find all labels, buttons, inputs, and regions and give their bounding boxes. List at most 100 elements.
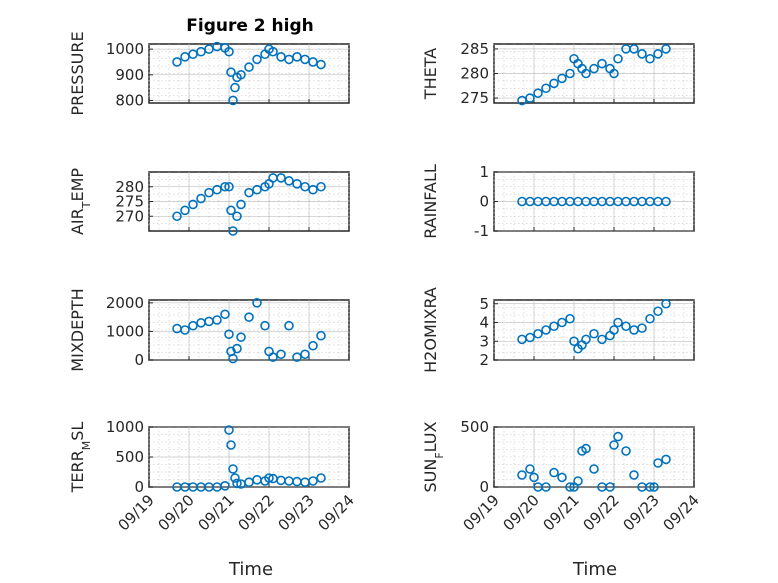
data-point [557,472,567,483]
x-tick-label: 09/22 [580,491,623,534]
y-tick-label: 0 [134,478,144,496]
x-tick-label: 09/21 [195,491,238,534]
y-tick-label: 275 [115,193,144,211]
data-point [232,343,242,354]
data-point [629,44,639,54]
data-point [268,352,278,362]
data-point [549,321,559,332]
x-tick-label: 09/20 [500,491,543,534]
data-point [226,67,236,78]
data-point [316,59,326,70]
data-point [224,181,234,192]
data-point [581,443,591,454]
data-point [316,330,326,341]
y-axis-label: PRESSURE [68,31,87,115]
y-axis-label: TERRMSL [68,422,93,494]
x-axis-label-right: Time [572,559,617,580]
data-point [180,205,190,216]
data-point [525,332,535,343]
data-point [252,298,262,308]
data-point [573,476,583,486]
data-point [517,470,527,480]
data-point [220,309,230,320]
x-tick-label: 09/24 [660,491,703,534]
data-point [533,88,543,98]
data-point [284,176,294,186]
data-point [308,476,318,486]
y-tick-label: 3 [479,332,489,350]
data-point [565,68,575,79]
data-point [224,425,234,435]
data-point [629,470,639,480]
data-point [196,193,206,204]
y-tick-label: 1000 [106,418,144,436]
y-tick-label: 285 [460,40,489,58]
panel-theta: 275 280 285 THETA [421,40,695,107]
data-point [172,57,182,67]
data-point [172,211,182,222]
y-tick-label: 0 [479,193,489,211]
data-point [228,226,238,236]
data-point [609,440,619,450]
data-point [244,62,254,72]
data-point [653,458,663,468]
data-point [230,82,240,93]
data-point [268,46,278,57]
data-point [180,325,190,335]
data-point [645,313,655,324]
data-point [653,306,663,317]
data-point [226,440,236,450]
data-point [569,336,579,347]
y-tick-label: 5 [479,295,489,313]
data-point [613,317,623,328]
y-axis-label: RAINFALL [421,164,440,239]
data-point [533,328,543,339]
y-tick-label: 0 [479,478,489,496]
x-tick-label: 09/24 [315,491,358,534]
data-point [589,464,599,474]
data-point [645,53,655,64]
y-axis-label: AIRTEMP [68,168,93,235]
data-point [236,199,246,210]
data-point [252,184,262,195]
x-tick-label: 09/20 [155,491,198,534]
data-point [621,446,631,456]
data-point [308,184,318,195]
x-tick-label: 09/23 [620,491,663,534]
data-point [653,49,663,59]
data-point [188,199,198,210]
data-point [661,44,671,54]
x-tick-label: 09/19 [460,491,503,534]
data-point [224,329,234,340]
data-point [525,464,535,474]
x-tick-label: 09/19 [115,491,158,534]
y-tick-label: 500 [115,448,144,466]
y-axis-label: H2OMIXRA [421,287,440,373]
data-point [541,83,551,94]
data-point [613,53,623,64]
y-tick-label: 4 [479,314,489,332]
data-point [605,482,615,492]
data-point [308,340,318,351]
panel-sun_flux: 0 500 SUNFLUX 09/1909/2009/2109/2209/2309/2… [421,418,703,534]
data-point [529,472,539,483]
data-point [557,317,567,328]
y-tick-label: 800 [115,91,144,109]
y-tick-label: 500 [460,418,489,436]
x-tick-label: 09/22 [235,491,278,534]
y-tick-label: 0 [134,351,144,369]
data-point [276,349,286,360]
y-tick-label: 900 [115,66,144,84]
data-point [230,473,240,483]
data-point [597,58,607,69]
y-axis-label: MIXDEPTH [68,288,87,371]
data-point [244,312,254,322]
y-tick-label: 1 [479,163,489,181]
data-point [212,184,222,195]
y-tick-label: -1 [474,222,489,240]
data-point [316,181,326,192]
data-point [609,68,619,79]
y-axis-label: THETA [421,48,440,100]
